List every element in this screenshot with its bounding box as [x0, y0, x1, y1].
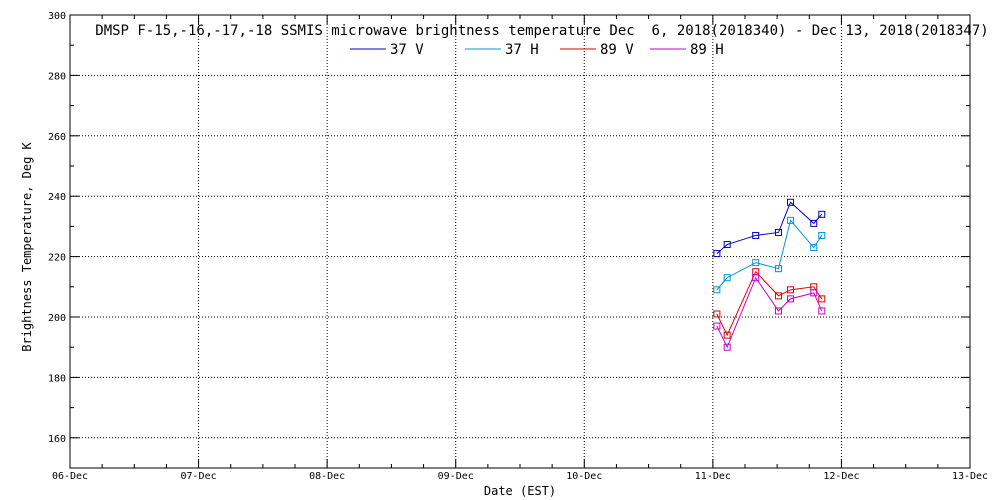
data-point: [752, 274, 760, 282]
data-point: [723, 274, 731, 282]
legend-label: 37 V: [390, 42, 424, 58]
data-point: [774, 292, 782, 300]
y-tick-label: 200: [48, 313, 66, 324]
x-tick-label: 11-Dec: [695, 471, 731, 482]
data-point: [774, 228, 782, 236]
legend-label: 89 V: [600, 42, 634, 58]
x-tick-label: 09-Dec: [438, 471, 474, 482]
x-tick-label: 07-Dec: [181, 471, 217, 482]
y-tick-label: 160: [48, 434, 66, 445]
y-tick-label: 280: [48, 71, 66, 82]
data-point: [713, 286, 721, 294]
data-point: [818, 231, 826, 239]
series-line: [716, 270, 823, 337]
series-line: [716, 219, 823, 291]
plot-frame: [69, 14, 971, 469]
x-tick-label: 12-Dec: [823, 471, 859, 482]
data-point: [713, 250, 721, 258]
data-point: [787, 286, 795, 294]
data-point: [752, 259, 760, 267]
legend-label: 37 H: [505, 42, 539, 58]
x-axis-label: Date (EST): [484, 484, 556, 498]
series-line: [716, 201, 823, 254]
x-tick-label: 08-Dec: [309, 471, 345, 482]
data-point: [818, 295, 826, 303]
data-point: [752, 231, 760, 239]
data-point: [723, 241, 731, 249]
x-tick-label: 13-Dec: [952, 471, 988, 482]
data-point: [810, 244, 818, 252]
legend: 37 V 37 H 89 V 89 H: [350, 42, 724, 58]
chart-title: DMSP F-15,-16,-17,-18 SSMIS microwave br…: [95, 23, 988, 39]
data-point: [787, 295, 795, 303]
data-point: [818, 210, 826, 218]
series-line: [716, 276, 823, 349]
y-tick-label: 240: [48, 192, 66, 203]
data-point: [818, 307, 826, 315]
x-tick-label: 10-Dec: [566, 471, 602, 482]
data-point: [723, 331, 731, 339]
data-point: [787, 216, 795, 224]
data-point: [810, 219, 818, 227]
grid-lines: [70, 15, 970, 468]
series-group: [713, 198, 826, 351]
data-point: [723, 343, 731, 351]
y-tick-label: 180: [48, 373, 66, 384]
data-point: [774, 307, 782, 315]
y-tick-label: 260: [48, 132, 66, 143]
y-axis-ticks: 160 180 200 220 240 260 280 300: [48, 11, 970, 469]
x-axis-ticks: 06-Dec 07-Dec 08-Dec 09-Dec 10-Dec 11-Dec 12-D…: [52, 15, 988, 482]
data-point: [810, 289, 818, 297]
legend-label: 89 H: [690, 42, 724, 58]
y-tick-label: 300: [48, 11, 66, 22]
data-point: [774, 265, 782, 273]
data-point: [713, 310, 721, 318]
data-point: [713, 322, 721, 330]
y-tick-label: 220: [48, 253, 66, 264]
y-axis-label: Brightness Temperature, Deg K: [20, 141, 34, 351]
x-tick-label: 06-Dec: [52, 471, 88, 482]
data-point: [787, 198, 795, 206]
